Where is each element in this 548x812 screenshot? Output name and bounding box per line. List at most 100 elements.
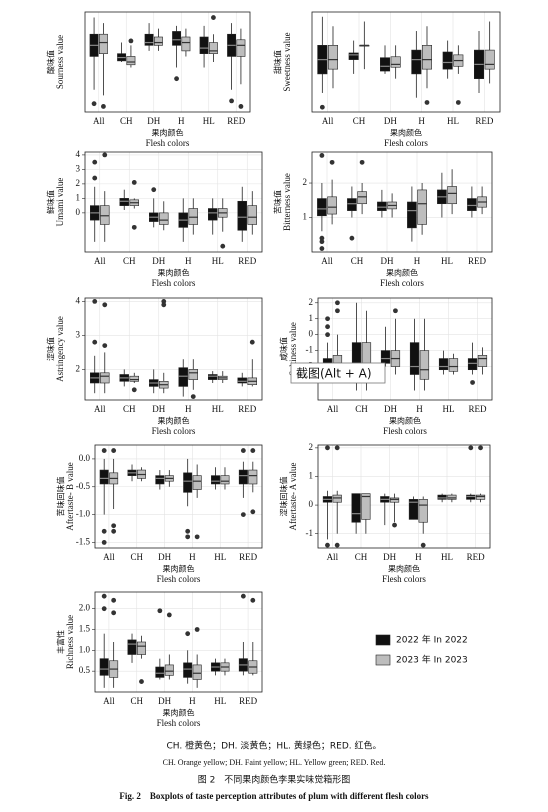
x-axis-title-cn: 果肉颜色 xyxy=(152,128,184,138)
plot-frame xyxy=(94,444,263,549)
y-axis-title-cn: 甜味值 xyxy=(273,50,283,74)
x-tick-label: RED xyxy=(238,256,257,266)
x-tick-label: HL xyxy=(214,696,226,706)
y-axis-title-cn: 酸味值 xyxy=(46,50,56,74)
outlier xyxy=(211,15,216,20)
y-tick-label: 0 xyxy=(76,207,81,217)
outlier xyxy=(111,597,117,603)
y-tick-label: 1 xyxy=(76,192,81,202)
x-tick-label: HL xyxy=(447,116,459,126)
x-tick-label: All xyxy=(327,404,339,414)
outlier xyxy=(349,235,355,241)
outlier xyxy=(420,542,426,548)
plot-frame xyxy=(311,11,501,113)
note-cn: CH. 橙黄色；DH. 淡黄色；HL. 黄绿色；RED. 红色。 xyxy=(167,740,382,752)
x-tick-label: HL xyxy=(441,256,453,266)
box xyxy=(208,208,218,221)
outlier xyxy=(250,597,256,603)
outlier xyxy=(240,512,246,517)
x-tick-label: DH xyxy=(147,116,160,126)
y-tick-label: 2 xyxy=(303,177,308,187)
box xyxy=(172,31,181,46)
note-en: CH. Orange yellow; DH. Faint yellow; HL.… xyxy=(163,758,386,767)
box xyxy=(209,42,218,54)
x-tick-label: All xyxy=(94,404,106,414)
legend-label: 2022 年 In 2022 xyxy=(396,634,468,646)
y-axis-title-en: Umami value xyxy=(55,178,65,227)
plot-frame xyxy=(84,297,263,401)
y-axis-title-cn: 咸味值 xyxy=(279,337,289,361)
x-tick-label: CH xyxy=(351,256,364,266)
x-tick-label: H xyxy=(178,116,185,126)
x-tick-label: DH xyxy=(383,552,396,562)
outlier xyxy=(111,448,117,453)
x-axis-title-cn: 果肉颜色 xyxy=(163,708,195,718)
box xyxy=(351,493,361,523)
outlier xyxy=(111,523,117,529)
outlier xyxy=(359,159,365,165)
box xyxy=(380,350,391,364)
box xyxy=(236,39,246,57)
x-axis-title-en: Flesh colors xyxy=(152,426,196,436)
plot-frame xyxy=(94,591,263,693)
y-tick-label: 2 xyxy=(76,363,81,373)
legend-swatch xyxy=(375,654,391,666)
box xyxy=(447,494,457,500)
outlier xyxy=(325,332,330,338)
y-tick-label: 0.0 xyxy=(79,453,91,463)
plot-frame xyxy=(311,151,493,253)
outlier xyxy=(131,224,137,230)
outlier xyxy=(238,104,244,109)
x-tick-label: RED xyxy=(238,404,257,414)
y-tick-label: 3 xyxy=(76,329,81,339)
x-tick-label: CH xyxy=(123,256,136,266)
y-axis-title-en: Aftertaste- A value xyxy=(288,463,298,531)
x-tick-label: All xyxy=(103,552,115,562)
box xyxy=(477,355,488,367)
box xyxy=(178,367,188,387)
x-tick-label: CH xyxy=(130,696,143,706)
x-tick-label: H xyxy=(185,404,192,414)
box xyxy=(181,36,191,52)
x-tick-label: DH xyxy=(158,552,171,562)
outlier xyxy=(424,100,430,105)
x-tick-label: HL xyxy=(214,552,226,562)
box xyxy=(347,198,357,211)
box xyxy=(389,497,400,503)
box xyxy=(437,494,447,500)
box xyxy=(100,205,110,225)
box xyxy=(100,372,110,384)
y-tick-label: -0.5 xyxy=(76,481,91,491)
y-tick-label: -1.0 xyxy=(76,509,91,519)
plot-frame xyxy=(317,297,493,401)
x-tick-label: CH xyxy=(120,116,133,126)
x-axis-title-en: Flesh colors xyxy=(157,574,201,584)
x-tick-label: RED xyxy=(467,552,486,562)
x-tick-label: DH xyxy=(152,404,165,414)
outlier xyxy=(455,100,461,105)
x-tick-label: RED xyxy=(227,116,246,126)
box xyxy=(418,499,428,523)
y-tick-label: -1 xyxy=(306,345,314,355)
y-axis-title-en: Sourness value xyxy=(55,35,65,89)
outlier xyxy=(174,76,179,82)
outlier xyxy=(334,542,340,548)
x-axis-title-en: Flesh colors xyxy=(152,278,196,288)
outlier xyxy=(128,38,134,44)
outlier xyxy=(220,243,226,249)
outlier xyxy=(139,679,144,684)
box xyxy=(211,475,220,485)
box xyxy=(155,475,165,485)
x-axis-title-cn: 果肉颜色 xyxy=(158,268,190,278)
box xyxy=(192,664,202,680)
box xyxy=(357,191,367,205)
box xyxy=(390,56,401,68)
y-axis-title-cn: 苦味值 xyxy=(273,190,283,214)
x-tick-label: RED xyxy=(468,256,487,266)
box xyxy=(127,639,137,655)
outlier xyxy=(101,448,107,453)
box xyxy=(448,358,459,372)
x-tick-label: DH xyxy=(158,696,171,706)
